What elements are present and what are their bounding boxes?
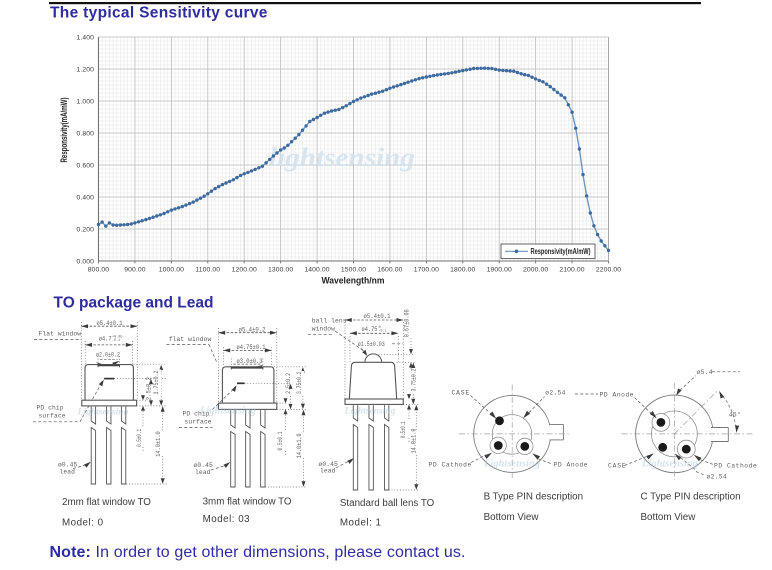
svg-text:0.200: 0.200 — [76, 226, 94, 233]
svg-text:PD Anode: PD Anode — [600, 392, 635, 399]
svg-text:1.000: 1.000 — [76, 98, 94, 105]
svg-text:ø2.54: ø2.54 — [545, 390, 565, 397]
svg-text:Bottom View: Bottom View — [484, 512, 540, 523]
svg-text:Lightsensing: Lightsensing — [344, 407, 396, 417]
svg-text:ø0.45: ø0.45 — [319, 461, 339, 468]
svg-text:2mm flat window TO: 2mm flat window TO — [62, 497, 151, 508]
svg-text:14.0±1.0: 14.0±1.0 — [410, 428, 417, 453]
svg-text:B Type PIN description: B Type PIN description — [484, 491, 583, 502]
svg-text:Standard ball lens TO: Standard ball lens TO — [340, 498, 435, 509]
svg-text:0.5±0.1: 0.5±0.1 — [136, 429, 143, 447]
svg-text:1000.00: 1000.00 — [159, 267, 184, 274]
svg-text:flat window: flat window — [169, 336, 212, 343]
svg-text:-0.1: -0.1 — [112, 339, 121, 343]
svg-text:The typical Sensitivity curve: The typical Sensitivity curve — [50, 4, 268, 21]
svg-text:PD chip: PD chip — [183, 411, 210, 418]
svg-text:2100.00: 2100.00 — [559, 267, 584, 274]
svg-text:1200.00: 1200.00 — [232, 267, 257, 274]
svg-text:ø2.54: ø2.54 — [707, 474, 727, 481]
svg-text:lead: lead — [320, 468, 336, 475]
svg-text:1700.00: 1700.00 — [414, 267, 439, 274]
svg-text:1100.00: 1100.00 — [195, 267, 220, 274]
svg-text:2200.00: 2200.00 — [596, 267, 621, 274]
svg-text:Lightsensing: Lightsensing — [483, 459, 540, 470]
svg-text:1300.00: 1300.00 — [268, 267, 293, 274]
svg-text:ø4.7: ø4.7 — [99, 336, 112, 343]
svg-text:PD chip: PD chip — [37, 405, 64, 412]
svg-text:1500.00: 1500.00 — [341, 267, 366, 274]
svg-text:900.00: 900.00 — [124, 267, 146, 274]
svg-text:3.75±0.2: 3.75±0.2 — [153, 370, 160, 394]
svg-text:ø3.0±0.3: ø3.0±0.3 — [237, 358, 263, 365]
svg-text:1800.00: 1800.00 — [450, 267, 475, 274]
svg-text:Responsivity(mA/mW): Responsivity(mA/mW) — [531, 247, 591, 256]
svg-text:Flat window: Flat window — [39, 331, 82, 338]
svg-text:Bottom View: Bottom View — [641, 512, 697, 523]
svg-text:Model: 0: Model: 0 — [62, 518, 104, 529]
svg-text:2000.00: 2000.00 — [523, 267, 548, 274]
svg-text:PD Anode: PD Anode — [554, 462, 589, 469]
svg-text:1.400: 1.400 — [76, 34, 94, 41]
svg-text:Responsivity(mA/mW): Responsivity(mA/mW) — [59, 98, 69, 163]
svg-text:1.200: 1.200 — [76, 66, 94, 73]
svg-text:45°: 45° — [729, 411, 741, 419]
svg-text:ø0.45: ø0.45 — [194, 462, 214, 469]
svg-text:0.800: 0.800 — [76, 130, 94, 137]
svg-text:Wavelength/nm: Wavelength/nm — [322, 276, 385, 286]
svg-text:2.5±0.2: 2.5±0.2 — [285, 373, 292, 394]
svg-text:14.0±1.0: 14.0±1.0 — [296, 433, 303, 458]
svg-text:14.0±1.0: 14.0±1.0 — [155, 431, 162, 457]
svg-text:ø2.0±0.2: ø2.0±0.2 — [96, 352, 120, 359]
svg-text:PD Cathode: PD Cathode — [714, 463, 757, 470]
svg-text:ø4.75: ø4.75 — [362, 326, 378, 333]
svg-text:0.000: 0.000 — [76, 258, 94, 265]
svg-text:Lightsensing: Lightsensing — [77, 408, 129, 418]
svg-text:0.600: 0.600 — [76, 162, 94, 169]
svg-text:TO package and Lead: TO package and Lead — [54, 295, 214, 312]
svg-text:ø5.4±0.1: ø5.4±0.1 — [97, 320, 123, 327]
svg-text:0.67±0.08: 0.67±0.08 — [403, 309, 410, 337]
svg-text:surface: surface — [39, 413, 66, 420]
svg-text:CASE: CASE — [452, 390, 471, 397]
svg-text:C Type PIN description: C Type PIN description — [641, 492, 741, 503]
svg-text:1600.00: 1600.00 — [377, 267, 402, 274]
svg-text:ø5.4±0.1: ø5.4±0.1 — [364, 313, 391, 320]
svg-text:surface: surface — [185, 419, 212, 426]
svg-text:0.5±0.1: 0.5±0.1 — [277, 431, 284, 450]
svg-text:1400.00: 1400.00 — [304, 267, 329, 274]
svg-text:window: window — [312, 326, 335, 333]
svg-text:CASE: CASE — [608, 463, 627, 470]
svg-text:Model: 03: Model: 03 — [203, 514, 251, 525]
svg-text:Note: In order to get other di: Note: In order to get other dimensions, … — [50, 544, 466, 561]
svg-text:2.5±0.2: 2.5±0.2 — [146, 377, 153, 400]
svg-text:ø0.45: ø0.45 — [58, 462, 78, 469]
svg-text:3.75±0.2: 3.75±0.2 — [410, 368, 417, 391]
svg-text:Lightsensing: Lightsensing — [641, 459, 698, 470]
svg-text:ø5.4±0.2: ø5.4±0.2 — [239, 327, 266, 334]
svg-text:3mm flat window TO: 3mm flat window TO — [203, 497, 292, 508]
svg-text:0.400: 0.400 — [76, 194, 94, 201]
svg-text:Model: 1: Model: 1 — [340, 517, 382, 528]
svg-text:ø4.75±0.1: ø4.75±0.1 — [237, 344, 266, 351]
svg-text:800.00: 800.00 — [88, 267, 110, 274]
svg-text:lead: lead — [60, 469, 76, 476]
svg-text:1900.00: 1900.00 — [487, 267, 512, 274]
svg-text:ø1.5±0.03: ø1.5±0.03 — [358, 341, 385, 348]
svg-text:0: 0 — [379, 326, 382, 330]
svg-text:PD Cathode: PD Cathode — [429, 462, 472, 469]
svg-text:lead: lead — [195, 469, 211, 476]
svg-text:-0.1: -0.1 — [379, 330, 388, 334]
svg-text:+0.05: +0.05 — [112, 336, 123, 340]
svg-text:Lightsensing: Lightsensing — [199, 406, 256, 417]
svg-text:3.75±0.2: 3.75±0.2 — [296, 371, 303, 394]
svg-text:ø5.4: ø5.4 — [697, 369, 713, 376]
svg-text:ball lens: ball lens — [312, 318, 347, 325]
svg-text:lightsensing: lightsensing — [269, 143, 415, 172]
svg-text:0.5±0.1: 0.5±0.1 — [400, 421, 407, 438]
